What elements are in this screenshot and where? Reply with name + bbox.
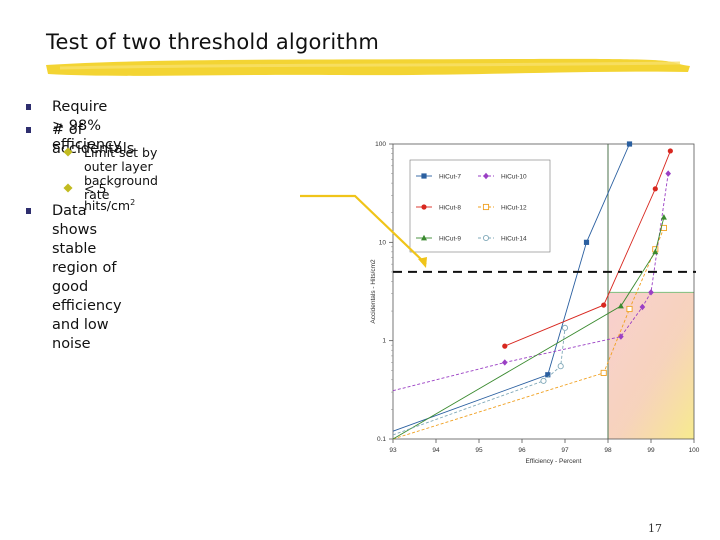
sub-bullet-text: Limit set by outer layer background [84,145,158,188]
sub-bullet-text: < 5 hits/cm [84,181,131,214]
series-line [392,143,630,432]
slide-title: Test of two threshold algorithm [46,30,380,54]
data-point [557,363,564,370]
data-point [483,172,489,180]
legend-label: HiCut-9 [439,235,461,242]
x-tick-label: 100 [689,447,700,454]
bullet-item: Data shows stable region of good efficie… [26,202,122,354]
y-axis-title: Accidentals - Hits/cm2 [370,259,377,324]
y-tick-label: 10 [379,239,387,246]
data-point [421,173,427,179]
legend-label: HiCut-14 [501,235,527,242]
data-point [482,234,490,242]
legend-box [409,159,551,253]
y-tick-label: 0.1 [377,436,386,443]
data-point [667,148,673,154]
legend-label: HiCut-8 [439,204,461,211]
x-tick-label: 94 [432,447,440,454]
data-point [648,289,654,296]
bullet-text: Require > 98% efficiency [52,99,122,153]
underline-stroke-light [59,61,681,70]
data-point [545,372,551,378]
y-tick-label: 100 [375,141,386,148]
data-point [617,302,624,309]
data-point [652,248,659,255]
sub-bullet-sup: 2 [130,198,136,207]
data-point [660,214,667,220]
data-point [421,204,427,210]
x-tick-label: 99 [647,447,655,454]
series-line [392,217,665,440]
data-point [626,141,633,147]
title-underline [46,58,690,76]
square-bullet-icon [26,127,31,133]
bullet-item: Require > 98% efficiency [26,98,122,155]
data-point [540,377,547,384]
data-point [626,305,633,313]
x-tick-label: 98 [604,447,612,454]
bullet-text: # of accidentals [52,122,135,157]
legend-label: HiCut-12 [501,204,527,211]
data-point [421,234,427,241]
plot-frame [392,143,695,440]
x-tick-label: 93 [389,447,397,454]
data-point [583,239,590,245]
page-number: 17 [648,522,662,535]
sub-bullet-text-cont: rate [84,187,110,202]
bullet-item: # of accidentals [26,121,135,159]
square-bullet-icon [26,208,31,214]
callout-arrowhead [418,257,427,268]
callout-line [300,194,427,265]
good-region-shading [608,292,694,439]
data-point [601,302,607,308]
data-point [482,203,490,211]
sub-bullet-item: Limit set by outer layer background rate [63,145,158,202]
legend-label: HiCut-10 [501,173,527,180]
series-line [504,150,671,347]
data-point [502,359,508,366]
x-tick-label: 97 [561,447,569,454]
data-point [600,369,607,376]
data-point [618,333,624,340]
data-point [639,303,646,311]
x-tick-label: 95 [475,447,483,454]
sub-bullet-item: < 5 hits/cm2 [63,181,136,214]
data-point [652,186,658,192]
x-axis-title: Efficiency - Percent [526,458,582,465]
data-point [561,324,569,331]
data-point [502,343,508,349]
y-tick-label: 1 [382,338,386,345]
series-line [392,327,566,436]
legend-label: HiCut-7 [439,173,461,180]
x-tick-label: 96 [518,447,526,454]
square-bullet-icon [26,104,31,110]
bullet-text-cont: efficiency and low noise [52,298,122,352]
data-point [665,170,671,177]
bullet-text: Data shows stable region of good [52,203,117,295]
